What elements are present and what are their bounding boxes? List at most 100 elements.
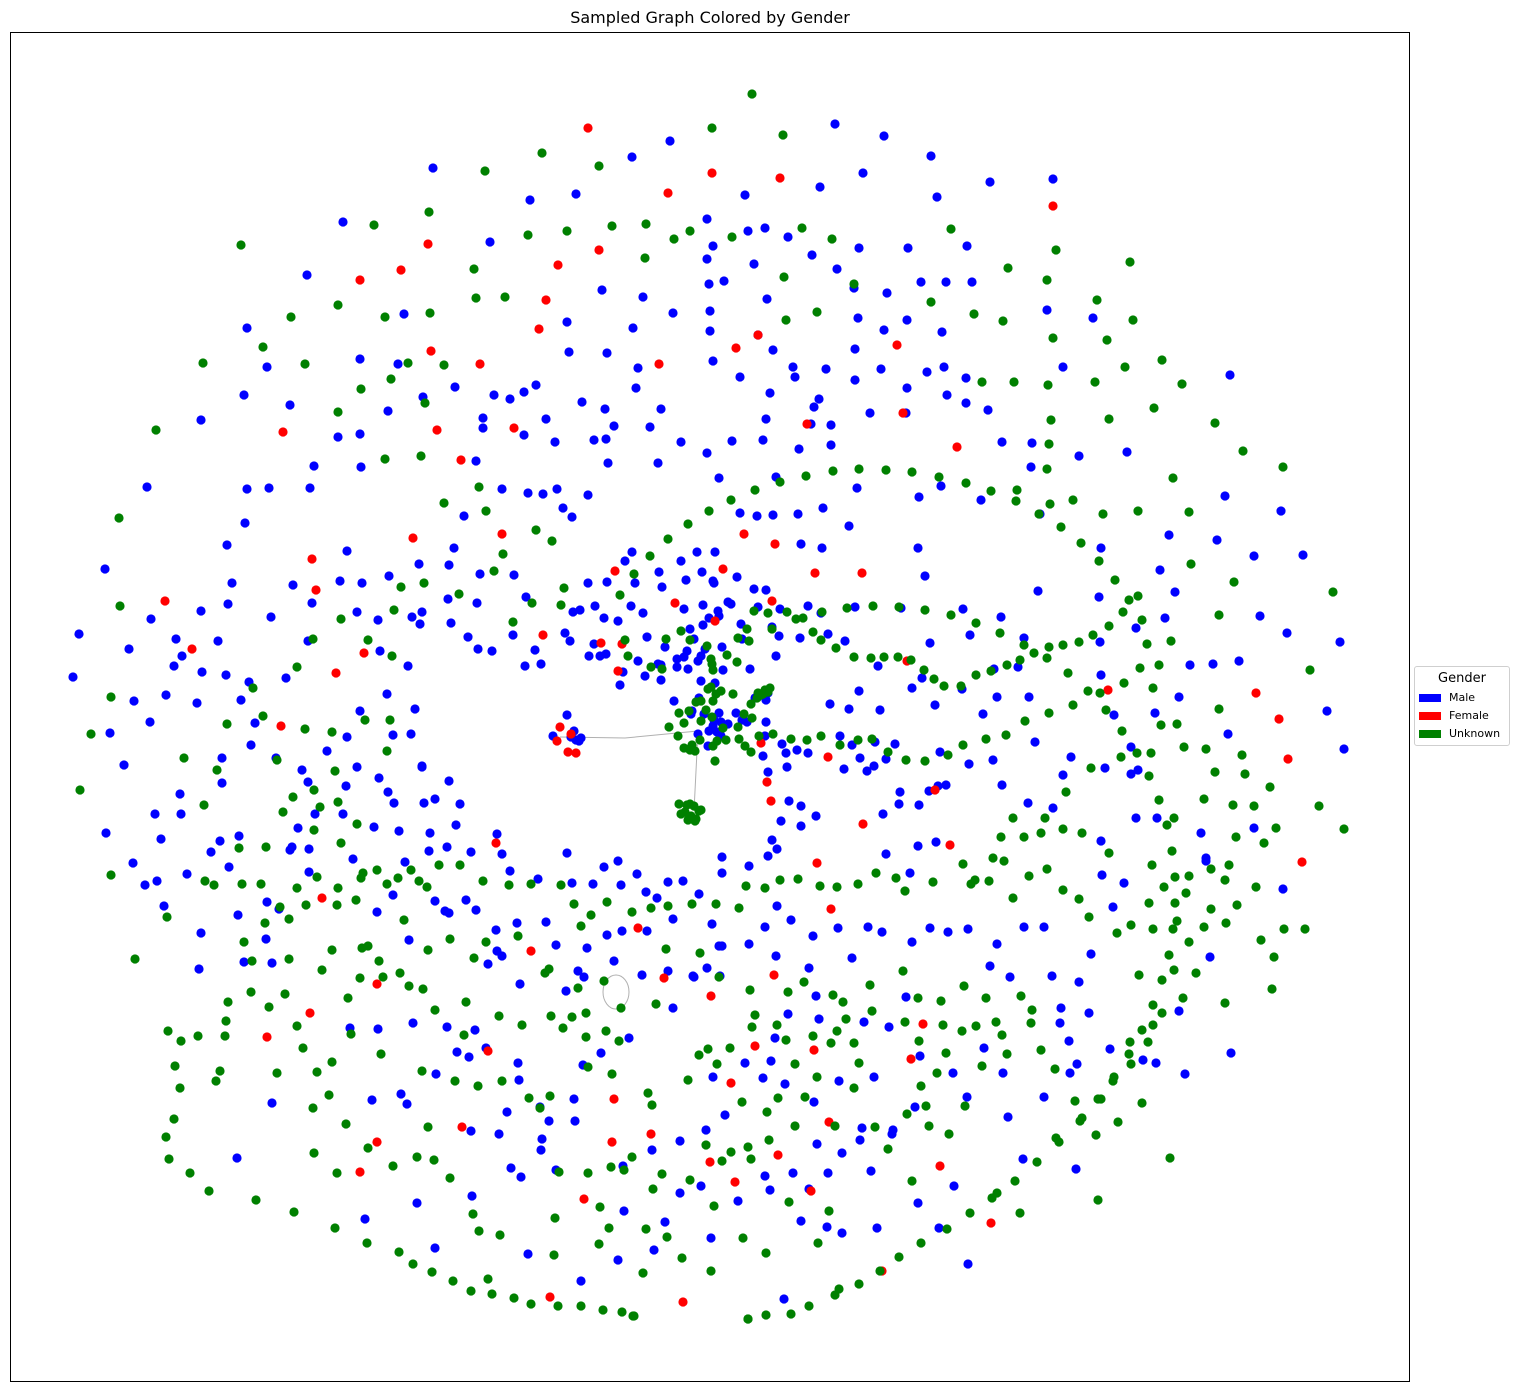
node-female [906, 1054, 916, 1064]
node-unknown [300, 724, 310, 734]
node-unknown [1162, 820, 1172, 830]
node-unknown [246, 987, 256, 997]
node-unknown [883, 747, 893, 757]
node-unknown [1077, 828, 1087, 838]
node-male [821, 364, 831, 374]
node-male [888, 1125, 898, 1135]
node-male [1056, 1003, 1066, 1013]
node-female [613, 666, 623, 676]
node-unknown [1128, 315, 1138, 325]
node-unknown [893, 652, 903, 662]
node-female [355, 1167, 365, 1177]
node-unknown [1002, 1049, 1012, 1059]
node-unknown [559, 583, 569, 593]
node-female [770, 539, 780, 549]
node-male [976, 495, 986, 505]
node-unknown [638, 1268, 648, 1278]
node-unknown [513, 931, 523, 941]
node-male [761, 585, 771, 595]
node-female [823, 752, 833, 762]
node-unknown [583, 1062, 593, 1072]
node-unknown [369, 220, 379, 230]
node-male [710, 547, 720, 557]
node-unknown [1177, 379, 1187, 389]
node-male [758, 1073, 768, 1083]
node-male [240, 518, 250, 528]
node-male [895, 787, 905, 797]
node-male [417, 761, 427, 771]
node-male [958, 604, 968, 614]
node-male [669, 696, 679, 706]
node-male [752, 511, 762, 521]
node-unknown [875, 1266, 885, 1276]
node-unknown [907, 467, 917, 477]
node-unknown [941, 1048, 951, 1058]
node-unknown [408, 1259, 418, 1269]
node-unknown [586, 910, 596, 920]
node-male [574, 736, 584, 746]
node-unknown [754, 731, 764, 741]
node-male [943, 927, 953, 937]
node-male [675, 1188, 685, 1198]
node-unknown [212, 765, 222, 775]
node-unknown [701, 705, 711, 715]
node-unknown [1164, 950, 1174, 960]
node-male [446, 618, 456, 628]
node-male [863, 922, 873, 932]
node-unknown [220, 1031, 230, 1041]
node-male [1126, 769, 1136, 779]
node-unknown [594, 1239, 604, 1249]
node-male [475, 569, 485, 579]
node-male [451, 820, 461, 830]
node-female [579, 1194, 589, 1204]
node-unknown [374, 956, 384, 966]
node-male [705, 326, 715, 336]
node-male [1026, 462, 1036, 472]
chart-title: Sampled Graph Colored by Gender [570, 8, 850, 27]
node-unknown [356, 384, 366, 394]
node-male [931, 837, 941, 847]
node-unknown [1091, 1130, 1101, 1140]
node-male [627, 547, 637, 557]
node-unknown [272, 755, 282, 765]
node-unknown [346, 1029, 356, 1039]
node-male [865, 408, 875, 418]
node-unknown [1210, 767, 1220, 777]
node-unknown [468, 1209, 478, 1219]
node-male [444, 560, 454, 570]
node-female [571, 748, 581, 758]
node-male [719, 276, 729, 286]
node-unknown [292, 1021, 302, 1031]
node-unknown [773, 1093, 783, 1103]
node-unknown [779, 272, 789, 282]
node-unknown [1156, 720, 1166, 730]
node-unknown [1220, 875, 1230, 885]
node-male [602, 930, 612, 940]
node-male [520, 661, 530, 671]
node-male [1160, 613, 1170, 623]
node-male [937, 327, 947, 337]
node-male [879, 131, 889, 141]
node-male [281, 673, 291, 683]
node-unknown [1112, 928, 1122, 938]
node-male [859, 1017, 869, 1027]
node-unknown [1092, 295, 1102, 305]
node-male [826, 420, 836, 430]
node-unknown [921, 1101, 931, 1111]
node-unknown [1300, 924, 1310, 934]
node-male [355, 429, 365, 439]
node-unknown [824, 1206, 834, 1216]
node-male [624, 1033, 634, 1043]
node-unknown [772, 1020, 782, 1030]
node-male [233, 910, 243, 920]
node-unknown [1184, 507, 1194, 517]
node-male [267, 1098, 277, 1108]
node-male [812, 1139, 822, 1149]
node-male [304, 844, 314, 854]
node-unknown [301, 900, 311, 910]
node-unknown [712, 736, 722, 746]
node-unknown [1148, 1000, 1158, 1010]
node-unknown [828, 466, 838, 476]
node-male [1047, 971, 1057, 981]
node-male [663, 877, 673, 887]
